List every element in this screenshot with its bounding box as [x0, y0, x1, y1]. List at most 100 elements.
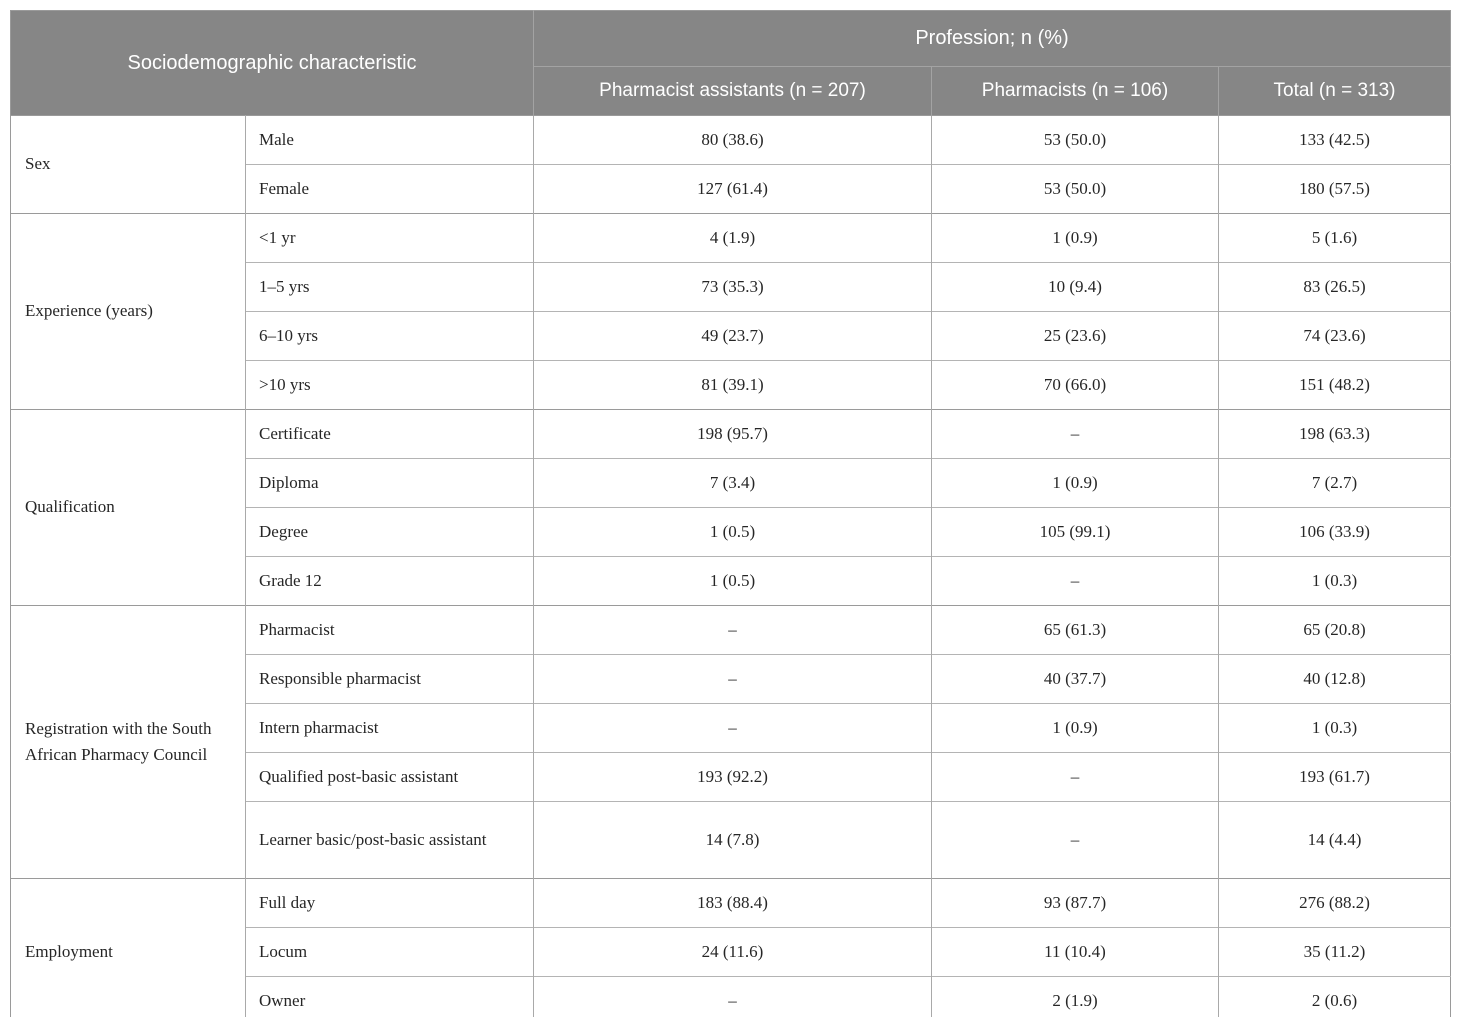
- cell-value: 193 (61.7): [1218, 752, 1451, 802]
- row-label: Full day: [245, 878, 534, 928]
- cell-value: 127 (61.4): [533, 164, 932, 214]
- cell-value: 74 (23.6): [1218, 311, 1451, 361]
- group-label: Sex: [10, 115, 246, 214]
- cell-value: 183 (88.4): [533, 878, 932, 928]
- cell-value: –: [533, 703, 932, 753]
- table-row: Female 127 (61.4) 53 (50.0) 180 (57.5): [11, 164, 1451, 214]
- header-profession-group: Profession; n (%): [533, 10, 1451, 67]
- table-row: Experience (years) <1 yr 4 (1.9) 1 (0.9) 5 (…: [10, 213, 1451, 410]
- cell-value: 7 (2.7): [1218, 458, 1451, 508]
- sociodemographic-table: Sociodemographic characteristic Professi…: [10, 10, 1452, 1017]
- group-label: Qualification: [10, 409, 246, 606]
- cell-value: 1 (0.5): [533, 556, 932, 606]
- row-label: Intern pharmacist: [245, 703, 534, 753]
- row-label: Qualified post-basic assistant: [245, 752, 534, 802]
- cell-value: 65 (61.3): [931, 605, 1219, 655]
- group-label: Employment: [10, 878, 246, 1017]
- table-row: Qualified post-basic assistant 193 (92.2)…: [11, 752, 1451, 802]
- cell-value: 40 (37.7): [931, 654, 1219, 704]
- table-row: Locum 24 (11.6) 11 (10.4) 35 (11.2): [11, 927, 1451, 977]
- row-label: 6–10 yrs: [245, 311, 534, 361]
- table-header: Sociodemographic characteristic Professi…: [10, 10, 1451, 116]
- cell-value: –: [533, 654, 932, 704]
- cell-value: 10 (9.4): [931, 262, 1219, 312]
- cell-value: 35 (11.2): [1218, 927, 1451, 977]
- table-body: Sex Male 80 (38.6) 53 (50.0) 133 (42.5) Femal…: [10, 115, 1451, 1017]
- table-row: Owner –2 (1.9) 2 (0.6): [11, 976, 1451, 1017]
- cell-value: 14 (7.8): [533, 801, 932, 879]
- cell-value: 49 (23.7): [533, 311, 932, 361]
- row-label: Grade 12: [245, 556, 534, 606]
- table-row: Sex Male 80 (38.6) 53 (50.0) 133 (42.5): [10, 115, 1451, 214]
- row-label: Locum: [245, 927, 534, 977]
- cell-value: 40 (12.8): [1218, 654, 1451, 704]
- cell-value: 2 (1.9): [931, 976, 1219, 1017]
- cell-value: 14 (4.4): [1218, 801, 1451, 879]
- row-label: >10 yrs: [245, 360, 534, 410]
- header-col-total: Total (n = 313): [1217, 66, 1451, 116]
- cell-value: 1 (0.9): [931, 458, 1219, 508]
- row-label: Male: [245, 115, 534, 165]
- header-col-pharmacists: Pharmacists (n = 106): [931, 66, 1219, 116]
- header-characteristic: Sociodemographic characteristic: [10, 10, 534, 116]
- cell-value: 65 (20.8): [1218, 605, 1451, 655]
- table-row: Qualification Certificate 198 (95.7) –198 (…: [10, 409, 1451, 606]
- cell-value: –: [533, 976, 932, 1017]
- cell-value: 70 (66.0): [931, 360, 1219, 410]
- cell-value: 276 (88.2): [1218, 878, 1451, 928]
- cell-value: 105 (99.1): [931, 507, 1219, 557]
- row-label: Owner: [245, 976, 534, 1017]
- cell-value: –: [931, 801, 1219, 879]
- cell-value: 73 (35.3): [533, 262, 932, 312]
- cell-value: 53 (50.0): [931, 115, 1219, 165]
- cell-value: 1 (0.9): [931, 213, 1219, 263]
- row-label: 1–5 yrs: [245, 262, 534, 312]
- group-label: Registration with the South African Phar…: [10, 605, 246, 879]
- cell-value: –: [533, 605, 932, 655]
- cell-value: 133 (42.5): [1218, 115, 1451, 165]
- cell-value: 180 (57.5): [1218, 164, 1451, 214]
- cell-value: –: [931, 556, 1219, 606]
- table-row: Grade 12 1 (0.5) –1 (0.3): [11, 556, 1451, 606]
- cell-value: 53 (50.0): [931, 164, 1219, 214]
- table-row: >10 yrs 81 (39.1) 70 (66.0) 151 (48.2): [11, 360, 1451, 410]
- cell-value: 7 (3.4): [533, 458, 932, 508]
- header-row-sub: Pharmacist assistants (n = 207) Pharmaci…: [11, 66, 1451, 116]
- cell-value: 198 (95.7): [533, 409, 932, 459]
- header-col-pharmacist-assistants: Pharmacist assistants (n = 207): [533, 66, 932, 116]
- cell-value: –: [931, 752, 1219, 802]
- cell-value: 24 (11.6): [533, 927, 932, 977]
- cell-value: 151 (48.2): [1218, 360, 1451, 410]
- cell-value: 5 (1.6): [1218, 213, 1451, 263]
- table-row: 6–10 yrs 49 (23.7) 25 (23.6) 74 (23.6): [11, 311, 1451, 361]
- table-row: Diploma 7 (3.4) 1 (0.9) 7 (2.7): [11, 458, 1451, 508]
- cell-value: –: [931, 409, 1219, 459]
- group-label: Experience (years): [10, 213, 246, 410]
- row-label: Certificate: [245, 409, 534, 459]
- cell-value: 1 (0.5): [533, 507, 932, 557]
- table-row: Learner basic/post-basic assistant 14 (7.…: [11, 801, 1451, 879]
- row-label: Learner basic/post-basic assistant: [245, 801, 534, 879]
- cell-value: 93 (87.7): [931, 878, 1219, 928]
- cell-value: 2 (0.6): [1218, 976, 1451, 1017]
- table-row: Intern pharmacist –1 (0.9) 1 (0.3): [11, 703, 1451, 753]
- row-label: Pharmacist: [245, 605, 534, 655]
- cell-value: 198 (63.3): [1218, 409, 1451, 459]
- row-label: Diploma: [245, 458, 534, 508]
- cell-value: 83 (26.5): [1218, 262, 1451, 312]
- cell-value: 106 (33.9): [1218, 507, 1451, 557]
- cell-value: 4 (1.9): [533, 213, 932, 263]
- row-label: <1 yr: [245, 213, 534, 263]
- cell-value: 81 (39.1): [533, 360, 932, 410]
- table-row: Employment Full day 183 (88.4) 93 (87.7) 276…: [10, 878, 1451, 1017]
- row-label: Degree: [245, 507, 534, 557]
- cell-value: 1 (0.9): [931, 703, 1219, 753]
- table-row: Responsible pharmacist –40 (37.7) 40 (12.8…: [11, 654, 1451, 704]
- table-row: 1–5 yrs 73 (35.3) 10 (9.4) 83 (26.5): [11, 262, 1451, 312]
- cell-value: 11 (10.4): [931, 927, 1219, 977]
- cell-value: 193 (92.2): [533, 752, 932, 802]
- cell-value: 1 (0.3): [1218, 703, 1451, 753]
- header-row-top: Sociodemographic characteristic Professi…: [10, 10, 1451, 116]
- table-row: Registration with the South African Phar…: [10, 605, 1451, 879]
